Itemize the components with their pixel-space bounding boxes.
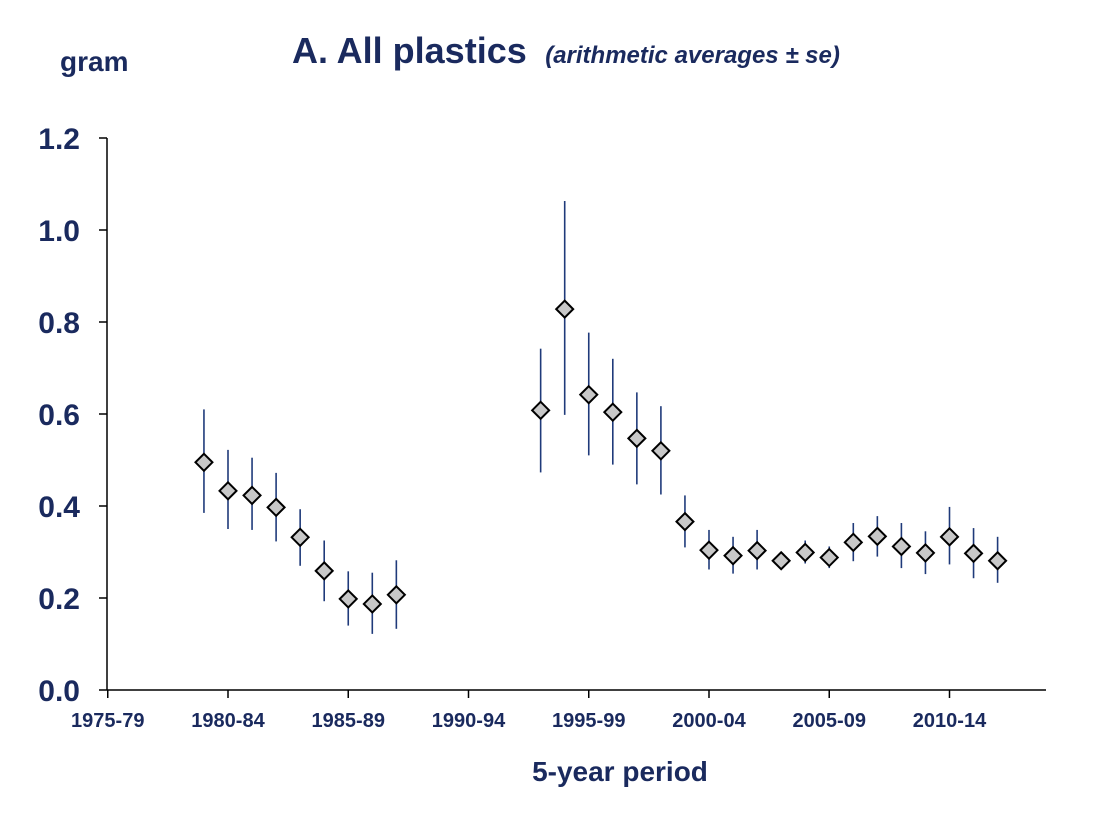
- data-point-marker: [626, 428, 647, 449]
- x-tick-label: 2000-04: [672, 710, 746, 732]
- data-point-marker: [939, 526, 960, 547]
- x-tick-label: 1990-94: [432, 710, 506, 732]
- data-point-marker: [386, 584, 407, 605]
- chart-subtitle: (arithmetic averages ± se): [545, 42, 840, 69]
- data-point-marker: [650, 440, 671, 461]
- data-point-marker: [987, 550, 1008, 571]
- x-tick-label: 1985-89: [312, 710, 385, 732]
- data-point-marker: [771, 550, 792, 571]
- data-point-marker: [891, 536, 912, 557]
- data-point-marker: [554, 299, 575, 320]
- y-tick-label: 1.0: [38, 215, 80, 248]
- data-point-marker: [218, 480, 238, 501]
- y-axis-label: gram: [60, 46, 129, 77]
- x-tick-label: 2010-14: [913, 710, 987, 732]
- data-point-marker: [915, 543, 936, 563]
- data-point-marker: [578, 384, 599, 405]
- data-point-marker: [290, 527, 311, 548]
- y-tick-label: 0.6: [38, 399, 80, 432]
- data-point-marker: [362, 594, 383, 614]
- x-tick-label: 1975-79: [71, 710, 144, 732]
- data-point-marker: [747, 540, 768, 561]
- data-point-marker: [338, 589, 359, 609]
- data-point-marker: [675, 511, 695, 532]
- data-point-marker: [795, 542, 816, 563]
- data-point-marker: [867, 526, 888, 547]
- data-point-marker: [266, 497, 287, 518]
- data-point-marker: [819, 547, 840, 568]
- data-point-marker: [963, 543, 984, 564]
- chart-title: A. All plastics (arithmetic averages ± s…: [292, 30, 840, 72]
- y-tick-label: 0.2: [38, 583, 80, 616]
- y-tick-label: 0.4: [38, 491, 80, 524]
- data-point-marker: [602, 402, 623, 423]
- data-point-marker: [242, 485, 262, 506]
- x-tick-label: 1980-84: [191, 710, 265, 732]
- data-point-marker: [843, 532, 864, 553]
- data-point-marker: [530, 400, 551, 421]
- data-point-marker: [314, 560, 335, 581]
- y-tick-label: 1.2: [38, 123, 80, 156]
- x-tick-label: 2005-09: [793, 710, 866, 732]
- data-point-marker: [194, 452, 214, 473]
- chart-title-main: A. All plastics: [292, 30, 527, 71]
- x-axis-label: 5-year period: [532, 756, 708, 787]
- x-tick-label: 1995-99: [552, 710, 625, 732]
- data-point-marker: [723, 545, 743, 566]
- data-point-marker: [699, 540, 719, 561]
- y-tick-label: 0.8: [38, 307, 80, 340]
- y-tick-label: 0.0: [38, 675, 80, 708]
